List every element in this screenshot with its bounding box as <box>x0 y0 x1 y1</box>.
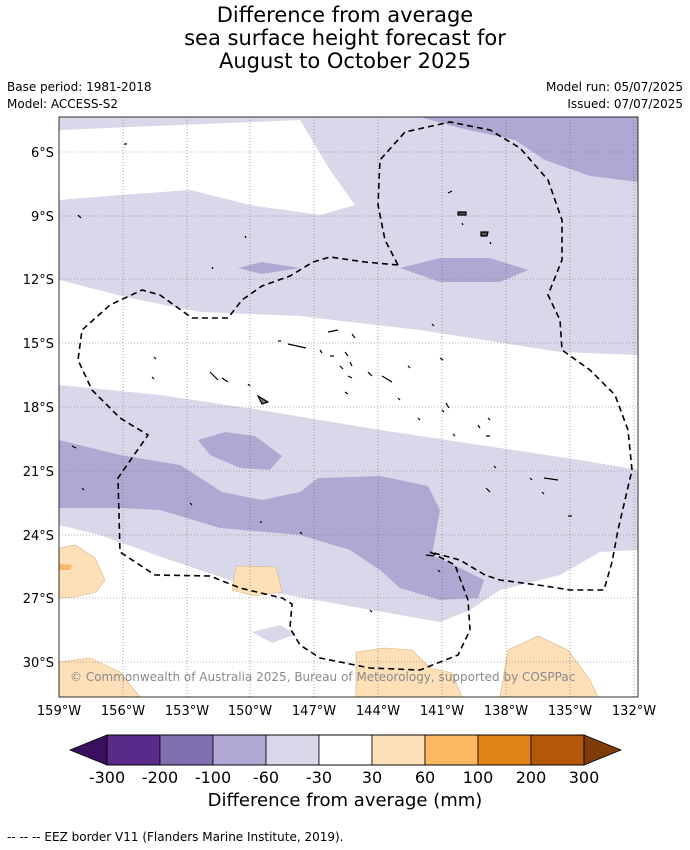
title-line-1: Difference from average <box>216 3 474 27</box>
anomaly-band-southwest-patch <box>252 625 296 643</box>
lat-label-27s: 27°S <box>23 592 54 607</box>
positive-anomaly-patch-south <box>355 647 463 697</box>
lon-label-144w: 144°W <box>356 704 400 719</box>
colorbar-bin-7 <box>424 734 479 766</box>
positive-anomaly-inner-west <box>59 564 72 570</box>
colorbar-label: 100 <box>463 768 494 787</box>
anomaly-patch-south-blob <box>198 432 282 470</box>
lon-label-141w: 141°W <box>420 704 464 719</box>
colorbar-label: -30 <box>306 768 332 787</box>
meta-left: Base period: 1981-2018 Model: ACCESS-S2 <box>7 79 152 113</box>
title-line-2: sea surface height forecast for <box>184 26 506 50</box>
colorbar-bin-1 <box>106 734 161 766</box>
colorbar-label: 300 <box>569 768 600 787</box>
meta-right: Model run: 05/07/2025 Issued: 07/07/2025 <box>546 79 683 113</box>
colorbar-label: -100 <box>195 768 231 787</box>
lat-label-21s: 21°S <box>23 465 54 480</box>
anomaly-patch-northeast <box>420 117 638 182</box>
colorbar-title: Difference from average (mm) <box>207 790 483 811</box>
copyright-notice: © Commonwealth of Australia 2025, Bureau… <box>70 670 575 684</box>
positive-anomaly-patch-southeast <box>499 635 599 697</box>
lon-label-132w: 132°W <box>612 704 656 719</box>
colorbar-bin-4 <box>265 734 320 766</box>
lon-label-153w: 153°W <box>165 704 209 719</box>
lon-label-150w: 150°W <box>228 704 272 719</box>
colorbar-extend-high <box>583 734 623 766</box>
colorbar-bin-6 <box>371 734 426 766</box>
lat-label-30s: 30°S <box>23 656 54 671</box>
title-line-3: August to October 2025 <box>218 49 472 73</box>
issued-date: Issued: 07/07/2025 <box>567 97 683 111</box>
colorbar-bin-3 <box>212 734 267 766</box>
chart-title: Difference from average sea surface heig… <box>0 4 690 73</box>
colorbar-label: 30 <box>362 768 382 787</box>
lon-label-135w: 135°W <box>548 704 592 719</box>
latitude-labels: 6°S 9°S 12°S 15°S 18°S 21°S 24°S 27°S 30… <box>23 146 54 671</box>
colorbar: -300 -200 -100 -60 -30 30 60 100 200 300 <box>68 734 623 787</box>
lat-label-12s: 12°S <box>23 273 54 288</box>
colorbar-bin-9 <box>530 734 585 766</box>
island-markers <box>71 143 572 613</box>
map-panel: © Commonwealth of Australia 2025, Bureau… <box>59 117 638 697</box>
lon-label-156w: 156°W <box>101 704 145 719</box>
lat-label-24s: 24°S <box>23 529 54 544</box>
colorbar-bin-8 <box>477 734 532 766</box>
colorbar-extend-low <box>68 734 108 766</box>
model-run: Model run: 05/07/2025 <box>545 80 683 94</box>
map-frame <box>58 116 639 698</box>
colorbar-outline <box>106 734 585 766</box>
anomaly-band-north-gap <box>59 120 355 215</box>
colorbar-label: -60 <box>253 768 279 787</box>
colorbar-bin-2 <box>159 734 214 766</box>
lat-label-18s: 18°S <box>23 401 54 416</box>
longitude-labels: 159°W 156°W 153°W 150°W 147°W 144°W 141°… <box>37 704 656 719</box>
lat-label-6s: 6°S <box>31 146 54 161</box>
lon-label-138w: 138°W <box>484 704 528 719</box>
anomaly-patch-north-central <box>400 258 528 282</box>
gridlines <box>59 117 638 697</box>
eez-border <box>77 121 633 671</box>
eez-footnote: -- -- -- EEZ border V11 (Flanders Marine… <box>7 830 344 844</box>
colorbar-bin-5 <box>318 734 373 766</box>
model-name: Model: ACCESS-S2 <box>7 97 119 111</box>
colorbar-label: -200 <box>142 768 178 787</box>
lat-label-9s: 9°S <box>31 210 54 225</box>
lon-label-147w: 147°W <box>292 704 336 719</box>
lat-label-15s: 15°S <box>23 337 54 352</box>
colorbar-label: -300 <box>89 768 125 787</box>
lon-label-159w: 159°W <box>37 704 81 719</box>
positive-anomaly-patch-west <box>59 544 106 599</box>
anomaly-patch-north-west <box>238 262 300 274</box>
base-period: Base period: 1981-2018 <box>7 80 152 94</box>
colorbar-label: 200 <box>516 768 547 787</box>
colorbar-label: 60 <box>415 768 435 787</box>
positive-anomaly-patch-southwest <box>59 657 141 697</box>
